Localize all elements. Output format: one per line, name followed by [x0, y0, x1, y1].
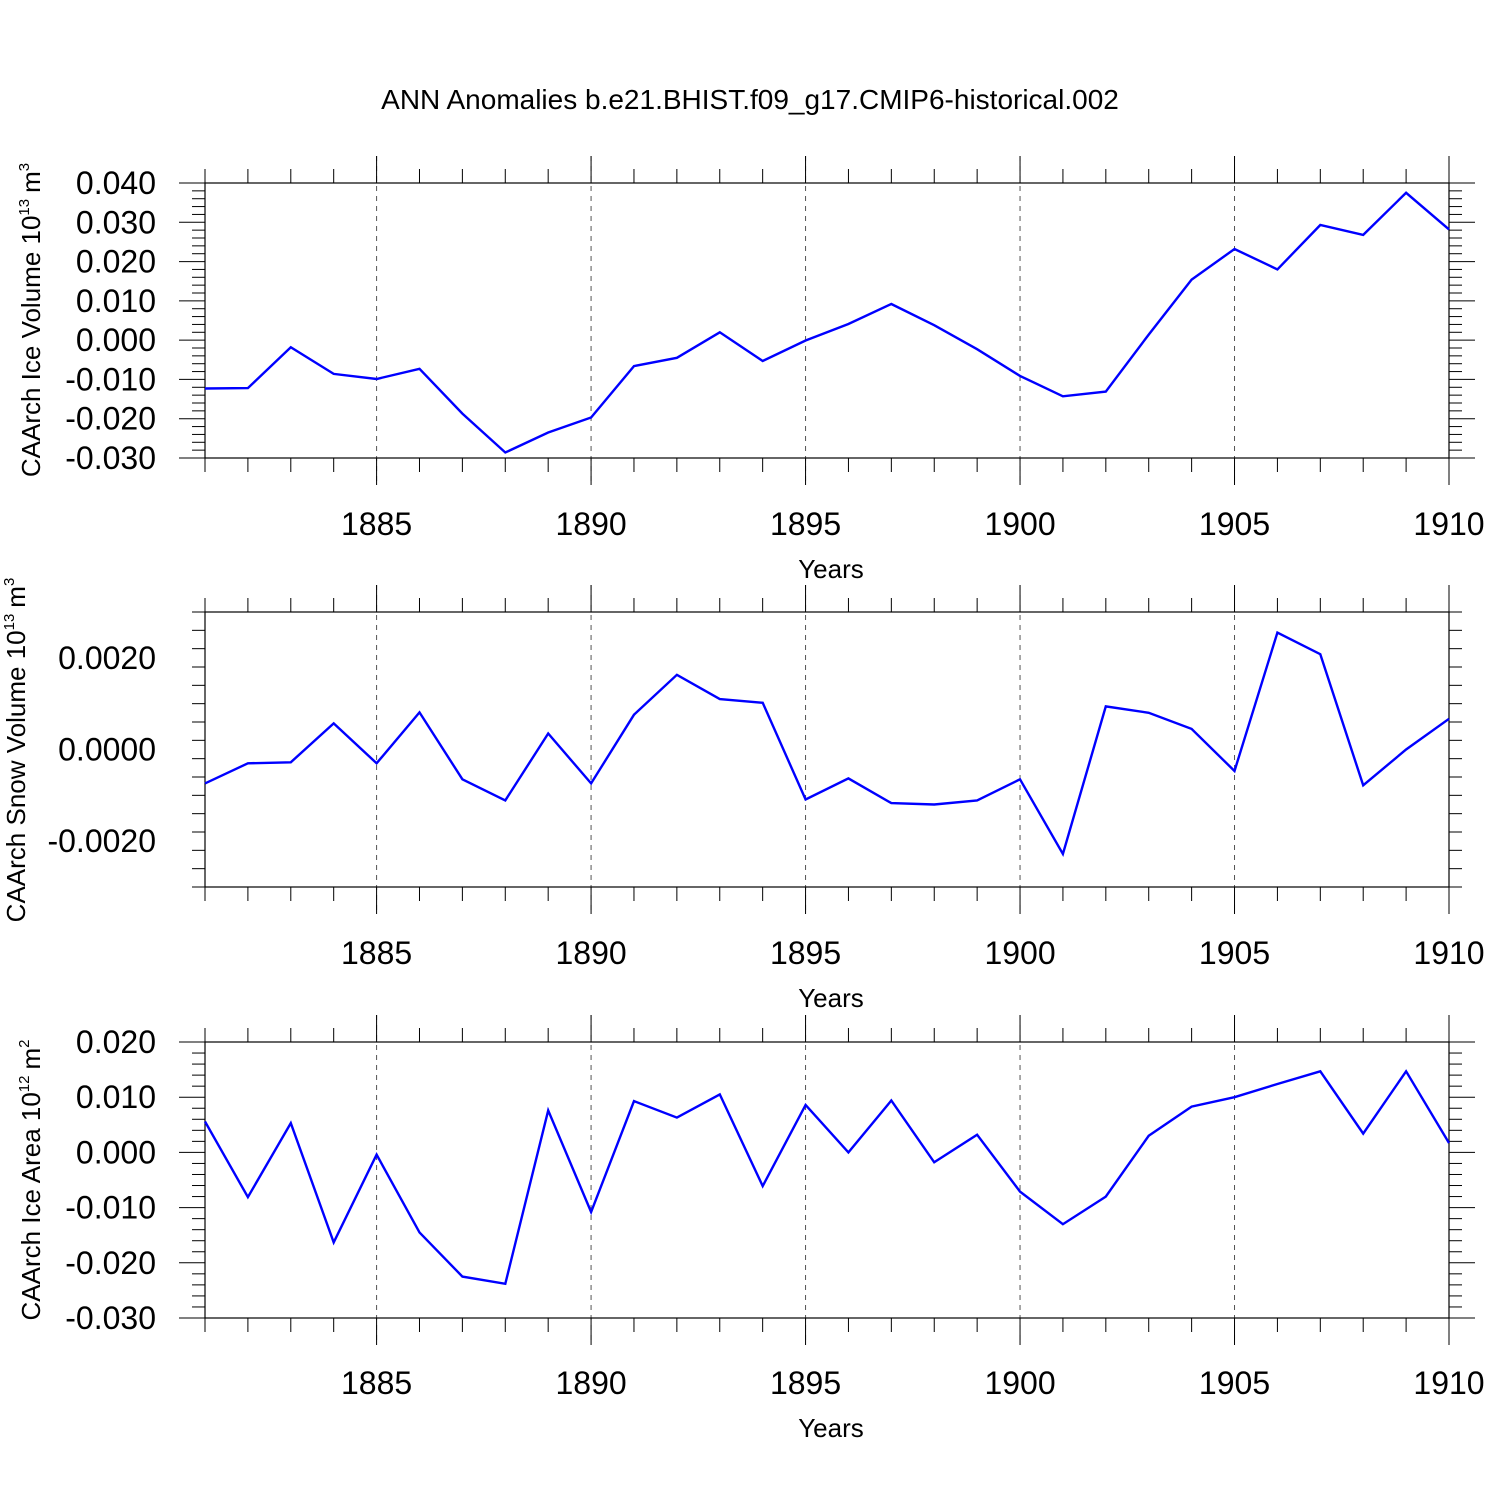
y-axis-label: CAArch Snow Volume 1013 m3 — [1, 578, 31, 923]
series-line — [204, 191, 1450, 454]
y-tick-label: 0.010 — [76, 1079, 156, 1115]
y-axis-label: CAArch Ice Area 1012 m2 — [16, 1039, 46, 1320]
x-tick-label: 1905 — [1199, 506, 1270, 542]
y-axis-label-unit: m — [16, 171, 46, 193]
x-tick-label: 1900 — [984, 1365, 1055, 1401]
y-axis-label-text: CAArch Ice Volume 10 — [16, 216, 46, 478]
y-axis-label-unit-exponent: 3 — [16, 163, 33, 171]
y-tick-label: 0.000 — [76, 1134, 156, 1170]
plot-frame — [204, 1041, 1450, 1319]
y-axis-label-unit: m — [1, 586, 31, 608]
y-tick-label: -0.020 — [65, 1245, 156, 1281]
y-axis-label-text: CAArch Snow Volume 10 — [1, 630, 31, 922]
x-tick-label: 1885 — [341, 506, 412, 542]
y-axis-label-text: CAArch Ice Area 10 — [16, 1092, 46, 1320]
x-axis-label: Years — [798, 983, 864, 1013]
x-tick-label: 1885 — [341, 1365, 412, 1401]
y-axis-label-exponent: 13 — [16, 199, 33, 216]
x-axis-label: Years — [798, 554, 864, 584]
y-tick-label: -0.030 — [65, 440, 156, 476]
y-tick-label: 0.030 — [76, 204, 156, 240]
y-tick-label: 0.0000 — [58, 732, 156, 768]
y-tick-label: 0.0020 — [58, 640, 156, 676]
x-axis-label: Years — [798, 1413, 864, 1443]
x-tick-label: 1910 — [1413, 935, 1484, 971]
x-tick-label: 1895 — [770, 1365, 841, 1401]
x-tick-label: 1895 — [770, 506, 841, 542]
panel-2: -0.0020 0.0000 0.0020 1885 1890 1895 1900 1905 1… — [1, 578, 1485, 1013]
y-axis-label: CAArch Ice Volume 1013 m3 — [16, 163, 46, 477]
y-tick-label: -0.030 — [65, 1300, 156, 1336]
x-tick-label: 1890 — [555, 935, 626, 971]
panel-3: -0.030 -0.020 -0.010 0.000 0.010 0.020 1885 189… — [16, 1015, 1485, 1443]
y-axis-label-exponent: 12 — [16, 1075, 33, 1092]
x-tick-label: 1885 — [341, 935, 412, 971]
x-tick-label: 1905 — [1199, 935, 1270, 971]
y-tick-label: 0.020 — [76, 1024, 156, 1060]
x-tick-label: 1910 — [1413, 506, 1484, 542]
x-tick-label: 1890 — [555, 506, 626, 542]
y-axis-label-unit-exponent: 2 — [16, 1039, 33, 1047]
figure-title: ANN Anomalies b.e21.BHIST.f09_g17.CMIP6-… — [381, 84, 1119, 115]
series-line — [204, 630, 1450, 858]
y-tick-label: -0.0020 — [47, 823, 156, 859]
x-tick-label: 1895 — [770, 935, 841, 971]
x-tick-label: 1900 — [984, 935, 1055, 971]
x-tick-label: 1890 — [555, 1365, 626, 1401]
y-tick-label: -0.010 — [65, 1190, 156, 1226]
y-tick-label: 0.010 — [76, 283, 156, 319]
x-tick-label: 1905 — [1199, 1365, 1270, 1401]
y-tick-label: 0.000 — [76, 322, 156, 358]
series-line — [203, 1069, 1451, 1286]
plot-frame — [204, 611, 1450, 888]
y-axis-label-unit: m — [16, 1048, 46, 1070]
x-tick-label: 1910 — [1413, 1365, 1484, 1401]
y-tick-label: 0.040 — [76, 165, 156, 201]
y-axis-label-exponent: 13 — [1, 614, 18, 631]
y-axis-label-unit-exponent: 3 — [1, 578, 18, 586]
x-tick-label: 1900 — [984, 506, 1055, 542]
y-tick-label: -0.010 — [65, 361, 156, 397]
y-tick-label: 0.020 — [76, 244, 156, 280]
plot-frame — [204, 182, 1450, 459]
y-tick-label: -0.020 — [65, 401, 156, 437]
